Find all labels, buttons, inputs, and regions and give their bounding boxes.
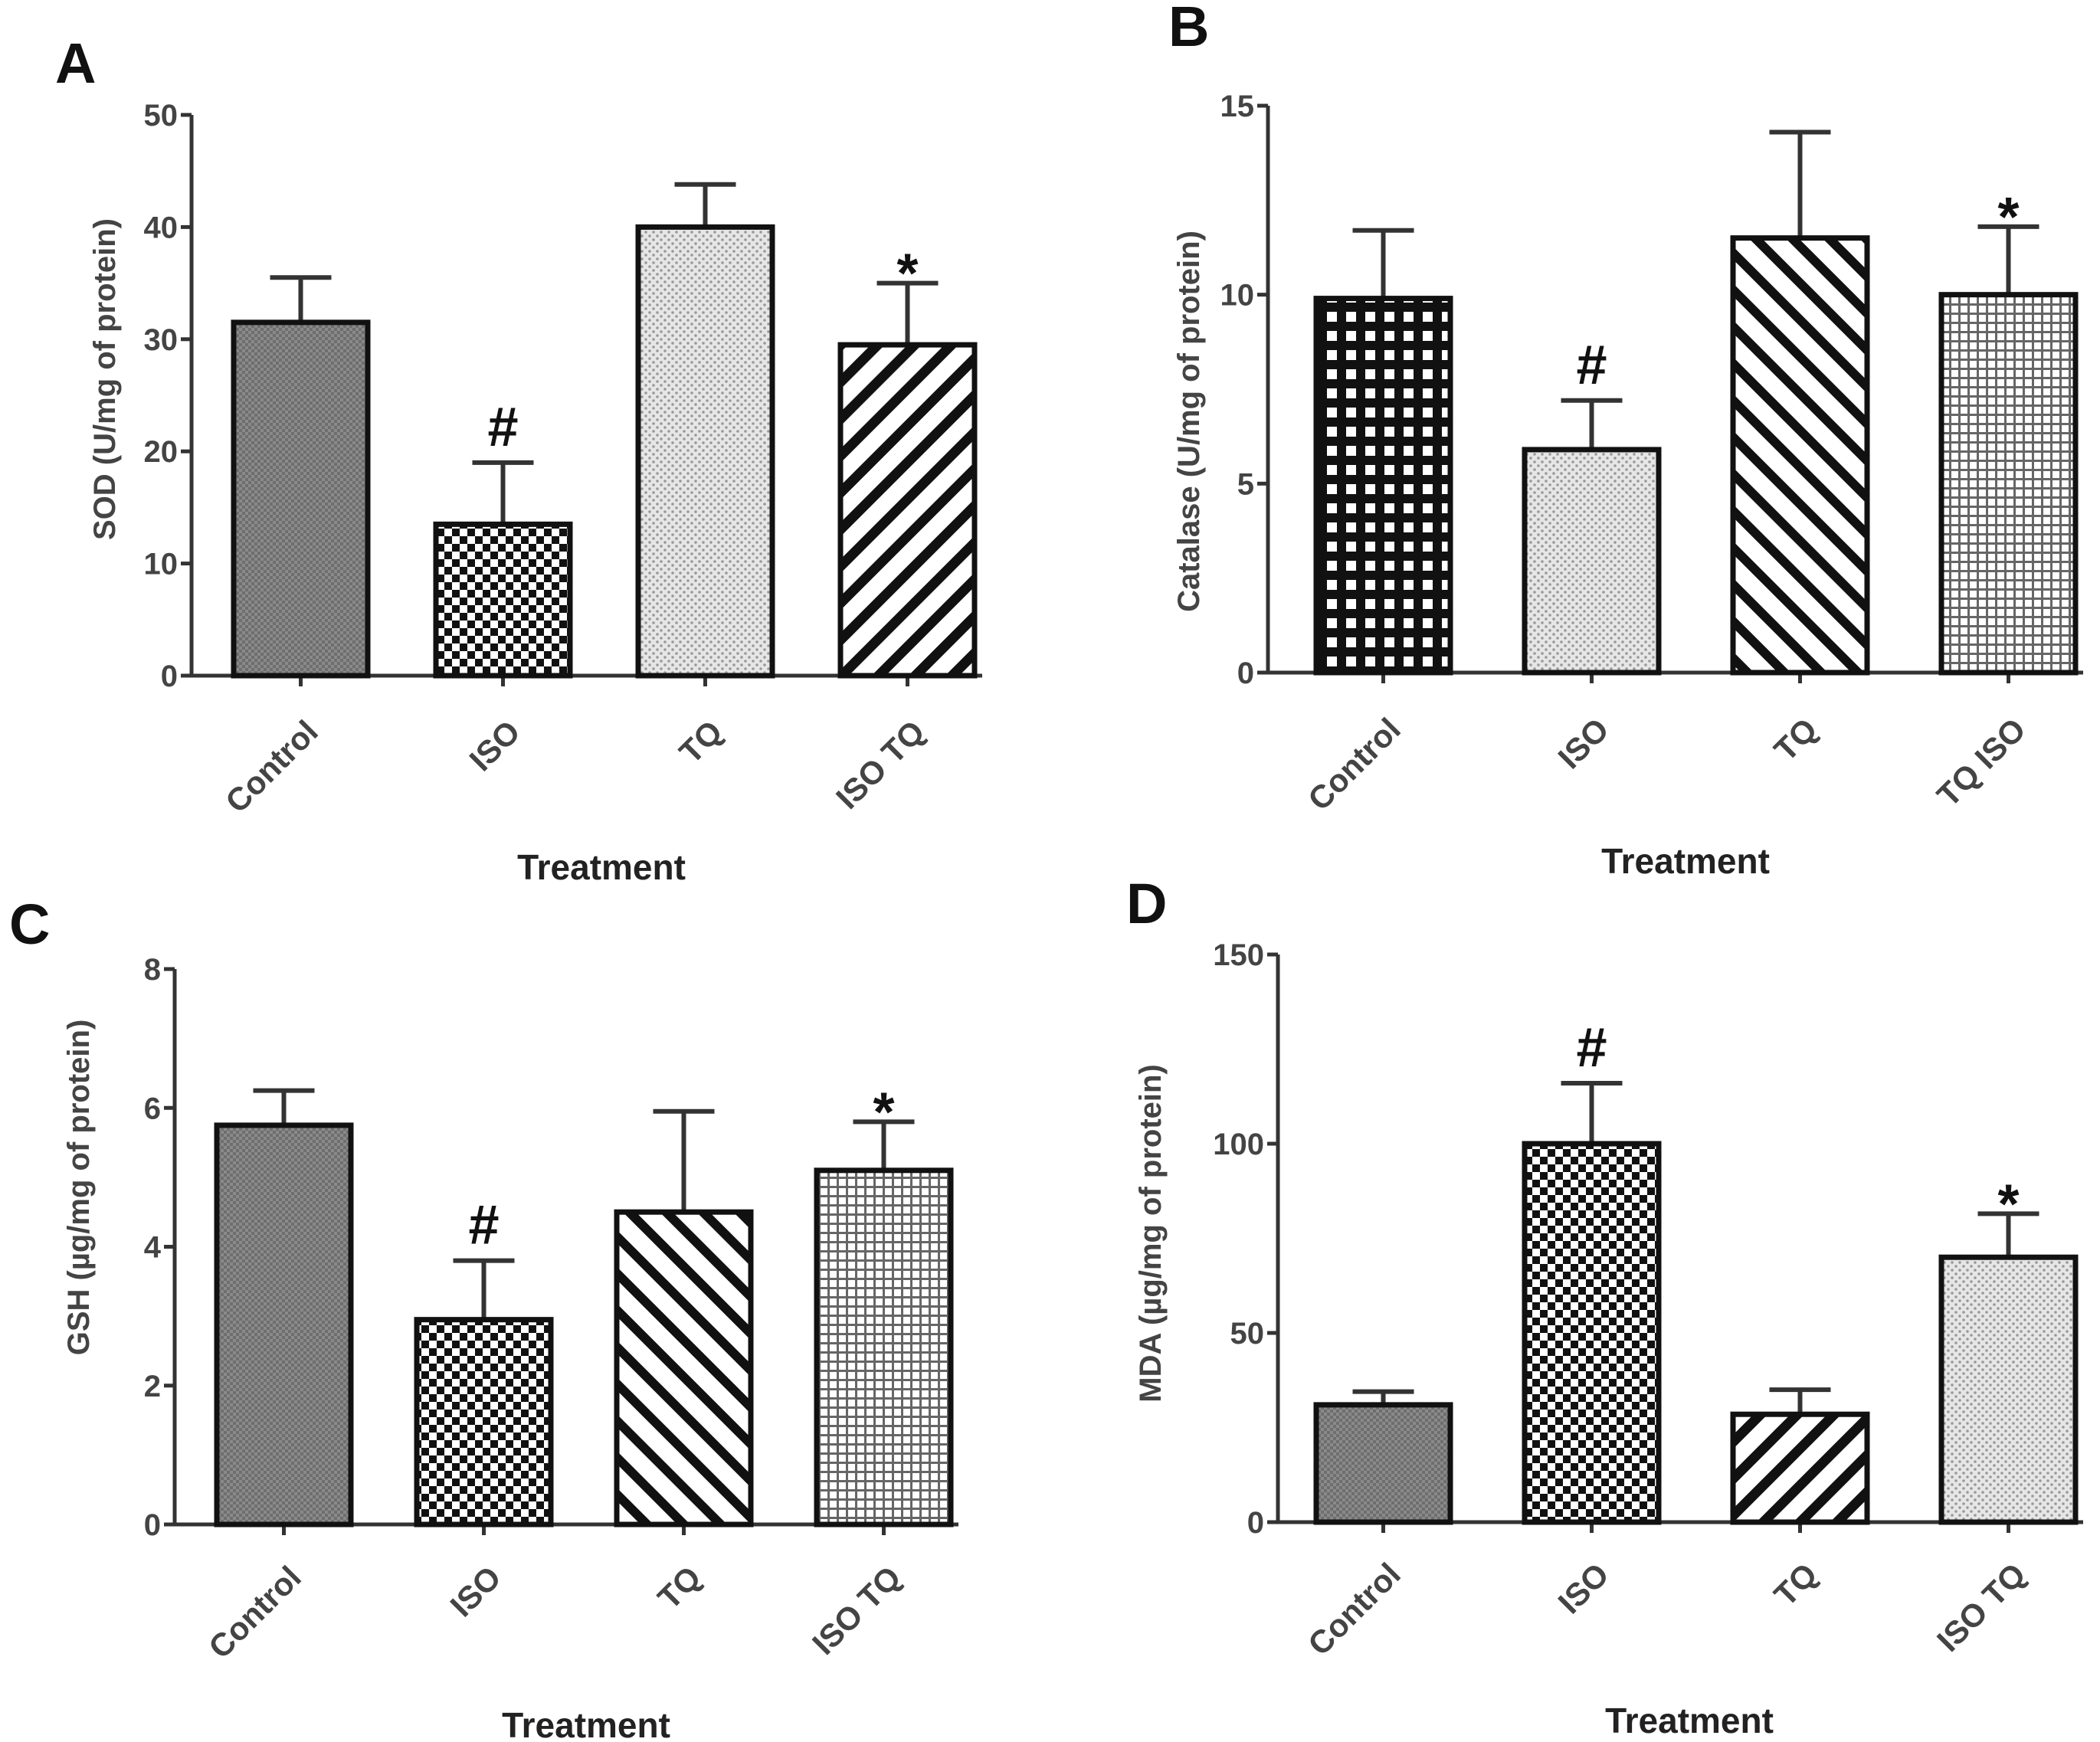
y-tick-label: 0 <box>161 660 178 693</box>
y-tick-label: 100 <box>1213 1128 1264 1161</box>
bar-tq-iso <box>1938 292 2079 676</box>
significance-hash: # <box>1576 1017 1607 1079</box>
y-tick-label: 40 <box>144 211 179 244</box>
bar-tq <box>635 224 775 679</box>
y-tick-label: 20 <box>144 435 179 469</box>
y-axis-title: MDA (µg/mg of protein) <box>1134 1064 1168 1402</box>
y-tick-label: 8 <box>144 953 161 987</box>
y-tick-label: 0 <box>1237 657 1254 690</box>
x-axis-title: Treatment <box>1601 841 1770 881</box>
plot-area: 0 5 10 15 Control ISO # TQ TQ ISO * <box>1220 90 2083 817</box>
y-tick-label: 2 <box>144 1370 161 1403</box>
bar-iso <box>414 1317 554 1528</box>
y-axis-title: SOD (U/mg of protein) <box>88 218 122 540</box>
x-tick-label: ISO <box>462 713 526 778</box>
significance-hash: # <box>487 397 518 458</box>
y-tick-label: 15 <box>1220 90 1255 123</box>
bar-iso-tq <box>837 342 978 679</box>
x-tick-label: TQ <box>650 1559 707 1616</box>
y-tick-label: 50 <box>144 99 179 133</box>
x-tick-label: TQ <box>1767 711 1823 768</box>
plot-area: 0 10 20 30 40 50 Control ISO # TQ ISO TQ * <box>144 99 982 820</box>
bar-iso <box>1522 447 1662 676</box>
x-tick-label: Control <box>218 713 325 820</box>
y-axis-title: Catalase (U/mg of protein) <box>1172 231 1206 612</box>
bar-tq <box>614 1209 754 1528</box>
panel-letter: A <box>55 31 96 95</box>
panel-a: A SOD (U/mg of protein) Treatment 0 10 20 3… <box>55 31 982 887</box>
x-axis-title: Treatment <box>517 847 686 887</box>
x-tick-label: ISO <box>1551 1556 1615 1620</box>
y-tick-label: 10 <box>1220 279 1255 313</box>
bar-control <box>231 319 371 679</box>
bar-control <box>214 1122 354 1528</box>
bar-control <box>1313 1402 1453 1525</box>
x-tick-label: ISO TQ <box>805 1559 908 1662</box>
significance-asterisk: * <box>1997 187 2019 248</box>
significance-asterisk: * <box>873 1082 894 1143</box>
significance-asterisk: * <box>896 244 918 305</box>
panel-letter: D <box>1126 872 1167 935</box>
y-tick-label: 10 <box>144 548 179 581</box>
bar-iso <box>1522 1141 1662 1525</box>
x-tick-label: ISO TQ <box>1930 1556 2033 1659</box>
y-tick-label: 0 <box>1247 1506 1264 1540</box>
x-axis-title: Treatment <box>502 1705 670 1742</box>
y-tick-label: 6 <box>144 1092 161 1125</box>
panel-d: D MDA (µg/mg of protein) Treatment 0 50 10… <box>1126 872 2083 1740</box>
significance-asterisk: * <box>1997 1174 2019 1235</box>
panel-letter: B <box>1168 0 1209 58</box>
bar-tq <box>1730 235 1870 676</box>
y-tick-label: 5 <box>1237 467 1254 501</box>
y-tick-label: 50 <box>1230 1317 1265 1351</box>
x-tick-label: TQ ISO <box>1930 711 2033 814</box>
bar-iso <box>433 521 573 679</box>
panel-letter: C <box>9 892 50 956</box>
y-tick-label: 0 <box>144 1508 161 1542</box>
panel-b: B Catalase (U/mg of protein) Treatment 0… <box>1168 0 2083 881</box>
x-tick-label: ISO <box>1551 711 1615 775</box>
significance-hash: # <box>1576 335 1607 396</box>
plot-area: 0 50 100 150 Control ISO # TQ ISO TQ * <box>1213 938 2083 1662</box>
x-tick-label: ISO TQ <box>829 713 932 816</box>
significance-hash: # <box>468 1195 499 1256</box>
y-tick-label: 4 <box>144 1231 162 1265</box>
x-tick-label: TQ <box>672 713 729 770</box>
y-tick-label: 150 <box>1213 938 1264 972</box>
bar-tq <box>1730 1411 1870 1525</box>
bar-iso-tq <box>1938 1254 2079 1525</box>
bar-control <box>1313 296 1453 676</box>
bar-iso-tq <box>814 1167 954 1528</box>
y-tick-label: 30 <box>144 323 179 357</box>
x-tick-label: Control <box>1301 1556 1407 1662</box>
x-tick-label: Control <box>201 1559 308 1665</box>
x-axis-title: Treatment <box>1605 1701 1774 1740</box>
x-tick-label: TQ <box>1767 1556 1823 1613</box>
x-tick-label: ISO <box>443 1559 507 1623</box>
y-axis-title: GSH (µg/mg of protein) <box>62 1020 96 1356</box>
plot-area: 0 2 4 6 8 Control ISO # TQ ISO TQ * <box>144 953 958 1665</box>
panel-c: C GSH (µg/mg of protein) Treatment 0 2 4 6 8… <box>9 892 958 1742</box>
x-tick-label: Control <box>1301 711 1407 817</box>
